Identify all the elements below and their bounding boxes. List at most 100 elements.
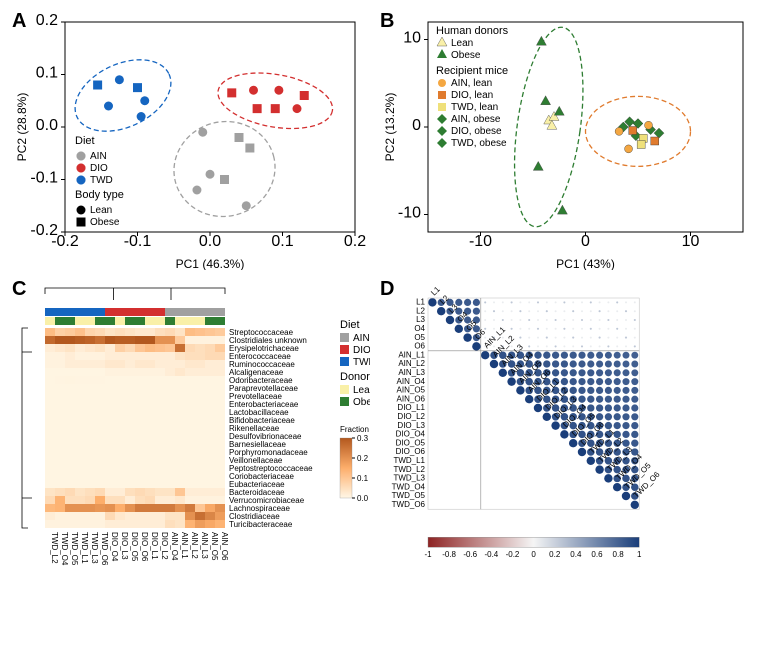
svg-text:-1: -1: [424, 550, 432, 559]
svg-text:0.0: 0.0: [357, 494, 369, 503]
svg-text:L3: L3: [416, 315, 425, 324]
svg-text:0.1: 0.1: [271, 233, 293, 250]
svg-text:O6: O6: [414, 342, 425, 351]
panel-a-chart: -0.2-0.10.00.10.2-0.2-0.10.00.10.2PC1 (4…: [10, 10, 370, 270]
svg-text:Obese: Obese: [451, 50, 481, 61]
svg-text:-10: -10: [398, 205, 421, 222]
panel-d-label: D: [380, 278, 394, 301]
svg-text:PC2 (28.8%): PC2 (28.8%): [15, 93, 29, 162]
svg-text:0.2: 0.2: [357, 454, 369, 463]
svg-text:10: 10: [403, 30, 421, 47]
svg-text:TWD_O6: TWD_O6: [392, 500, 426, 509]
svg-text:O4: O4: [414, 324, 425, 333]
svg-text:DIO, obese: DIO, obese: [451, 126, 502, 137]
svg-text:DIO_L1: DIO_L1: [150, 532, 159, 560]
svg-text:AIN_L3: AIN_L3: [398, 368, 425, 377]
panel-b-chart: -10010-10010PC1 (43%)PC2 (13.2%)Human do…: [378, 10, 758, 270]
svg-text:AIN_L2: AIN_L2: [190, 532, 199, 559]
svg-text:-0.1: -0.1: [30, 170, 58, 187]
svg-text:0.2: 0.2: [36, 12, 58, 29]
svg-text:TWD, obese: TWD, obese: [451, 138, 507, 149]
svg-text:-0.2: -0.2: [506, 550, 520, 559]
svg-text:TWD_L3: TWD_L3: [90, 532, 99, 564]
svg-text:1: 1: [637, 550, 642, 559]
svg-text:Body type: Body type: [75, 189, 124, 201]
svg-text:DIO_L2: DIO_L2: [160, 532, 169, 560]
svg-text:L1: L1: [416, 298, 425, 307]
svg-text:DIO_L1: DIO_L1: [397, 403, 425, 412]
svg-text:AIN_L3: AIN_L3: [200, 532, 209, 559]
svg-text:TWD, lean: TWD, lean: [451, 102, 498, 113]
svg-text:L1: L1: [429, 284, 442, 297]
svg-text:DIO_L2: DIO_L2: [397, 412, 425, 421]
svg-text:0.1: 0.1: [36, 65, 58, 82]
svg-text:TWD_L1: TWD_L1: [80, 532, 89, 564]
svg-text:0.1: 0.1: [357, 474, 369, 483]
svg-text:0.3: 0.3: [357, 434, 369, 443]
svg-text:0.0: 0.0: [36, 117, 58, 134]
svg-text:AIN_O4: AIN_O4: [170, 532, 179, 561]
svg-text:TWD: TWD: [90, 175, 113, 186]
panel-d: D L1L1L2L2L3L3O4O4O5O5O6O6AIN_L1AIN_L1AI…: [378, 278, 758, 638]
svg-text:PC1 (46.3%): PC1 (46.3%): [176, 257, 245, 270]
svg-text:Diet: Diet: [75, 135, 95, 147]
svg-text:AIN_O5: AIN_O5: [397, 386, 426, 395]
svg-text:0: 0: [581, 233, 590, 250]
svg-text:AIN_O6: AIN_O6: [397, 394, 426, 403]
svg-text:-0.4: -0.4: [484, 550, 498, 559]
svg-text:DIO_L3: DIO_L3: [120, 532, 129, 560]
svg-text:AIN: AIN: [90, 151, 107, 162]
svg-text:-0.1: -0.1: [124, 233, 152, 250]
panel-c-heatmap: StreptococcaceaeClostridiales unknownEry…: [10, 278, 370, 638]
svg-text:DIO_L3: DIO_L3: [397, 421, 425, 430]
svg-text:O5: O5: [414, 333, 425, 342]
svg-text:AIN: AIN: [353, 333, 370, 344]
svg-text:DIO_O5: DIO_O5: [396, 438, 426, 447]
svg-text:PC2 (13.2%): PC2 (13.2%): [383, 93, 397, 162]
svg-text:TWD_L1: TWD_L1: [393, 456, 425, 465]
svg-text:AIN_L2: AIN_L2: [398, 359, 425, 368]
svg-text:0.2: 0.2: [344, 233, 366, 250]
svg-text:DIO_O4: DIO_O4: [396, 430, 426, 439]
svg-text:DIO, lean: DIO, lean: [451, 90, 493, 101]
svg-text:AIN_L1: AIN_L1: [180, 532, 189, 559]
panel-d-corr: L1L1L2L2L3L3O4O4O5O5O6O6AIN_L1AIN_L1AIN_…: [378, 278, 758, 638]
svg-text:Lean: Lean: [90, 205, 112, 216]
svg-text:0.0: 0.0: [199, 233, 221, 250]
svg-text:Recipient mice: Recipient mice: [436, 65, 508, 77]
panel-b: B -10010-10010PC1 (43%)PC2 (13.2%)Human …: [378, 10, 758, 270]
svg-text:Human donors: Human donors: [436, 25, 509, 37]
svg-text:0: 0: [412, 117, 421, 134]
svg-text:DIO: DIO: [353, 345, 370, 356]
svg-text:Diet: Diet: [340, 319, 360, 331]
svg-text:0.2: 0.2: [549, 550, 561, 559]
svg-text:-0.6: -0.6: [463, 550, 477, 559]
svg-text:Lean: Lean: [353, 385, 370, 396]
svg-text:AIN_L1: AIN_L1: [398, 350, 425, 359]
panel-b-label: B: [380, 10, 394, 33]
svg-text:TWD_O6: TWD_O6: [100, 532, 109, 566]
svg-text:L2: L2: [416, 306, 425, 315]
svg-text:-0.2: -0.2: [30, 222, 58, 239]
svg-text:AIN_O5: AIN_O5: [210, 532, 219, 561]
svg-text:TWD_O5: TWD_O5: [70, 532, 79, 566]
svg-text:DIO: DIO: [90, 163, 108, 174]
svg-text:Obese: Obese: [353, 397, 370, 408]
svg-text:TWD_L2: TWD_L2: [50, 532, 59, 564]
svg-text:TWD_L3: TWD_L3: [393, 474, 425, 483]
svg-text:Turicibacteraceae: Turicibacteraceae: [229, 520, 293, 529]
svg-text:TWD_O4: TWD_O4: [392, 482, 426, 491]
svg-text:0: 0: [531, 550, 536, 559]
svg-text:0.8: 0.8: [613, 550, 625, 559]
svg-text:AIN, obese: AIN, obese: [451, 114, 501, 125]
panel-c-label: C: [12, 278, 26, 301]
svg-text:Lean: Lean: [451, 38, 473, 49]
svg-text:TWD_O5: TWD_O5: [392, 491, 426, 500]
svg-text:TWD: TWD: [353, 357, 370, 368]
panel-c: C StreptococcaceaeClostridiales unknownE…: [10, 278, 370, 638]
svg-text:DIO_O6: DIO_O6: [140, 532, 149, 562]
svg-text:PC1 (43%): PC1 (43%): [556, 257, 615, 270]
panel-a: A -0.2-0.10.00.10.2-0.2-0.10.00.10.2PC1 …: [10, 10, 370, 270]
svg-text:10: 10: [682, 233, 700, 250]
svg-text:DIO_O4: DIO_O4: [110, 532, 119, 562]
